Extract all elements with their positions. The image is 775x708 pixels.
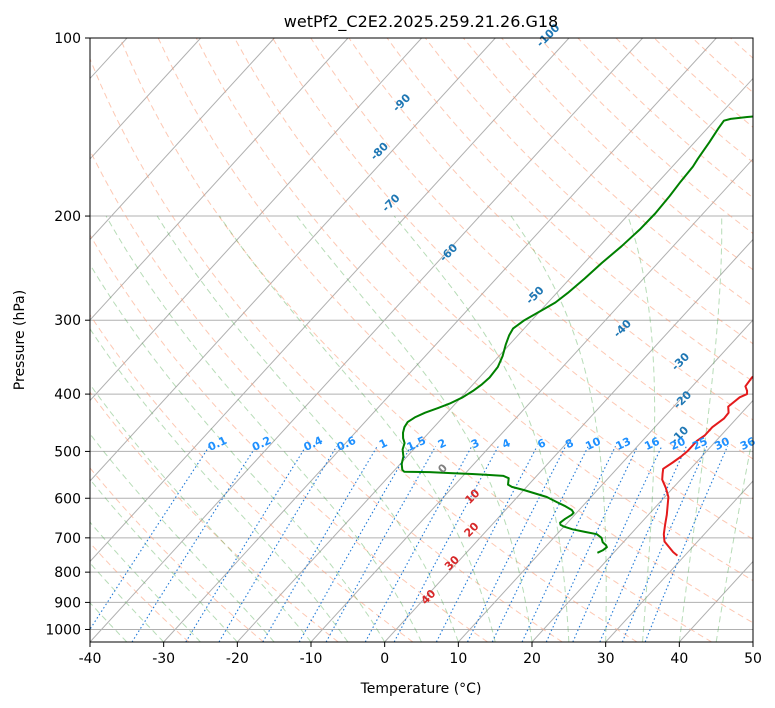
isotherm-line: [90, 38, 349, 321]
moist-adiabat: [90, 433, 275, 642]
isotherm-line: [90, 38, 275, 241]
moist-adiabat: [393, 215, 570, 642]
dry-adiabat: [119, 38, 712, 642]
y-tick-label: 100: [54, 31, 81, 47]
x-axis-label: Temperature (°C): [360, 681, 482, 697]
y-tick-label: 1000: [45, 622, 81, 638]
dry-adiabat: [90, 234, 488, 642]
plot-frame: [89, 37, 754, 643]
y-tick-label: 500: [54, 444, 81, 460]
moist-adiabat: [678, 216, 723, 642]
dry-adiabat: [90, 542, 190, 642]
dry-adiabat: [90, 57, 638, 642]
y-tick-label: 700: [54, 531, 81, 547]
moist-adiabat: [105, 215, 422, 642]
isotherm-line: [384, 238, 753, 642]
x-tick-label: 20: [523, 651, 541, 667]
mixing-ratio-label: 10: [583, 435, 603, 453]
moist-adiabat: [627, 215, 656, 642]
isotherm-line: [90, 38, 496, 482]
moist-adiabat: [219, 215, 496, 642]
isotherm-line: [605, 480, 753, 642]
isotherm-line: [90, 38, 423, 402]
x-tick-label: -30: [152, 651, 175, 667]
dry-adiabat: [90, 149, 563, 642]
dry-adiabat: [157, 38, 753, 624]
mixing-ratio-line: [467, 445, 567, 642]
mixing-ratio-line: [491, 445, 589, 642]
y-axis-ticks: 100 200 300 400 500 600 700 800 900 1000: [45, 31, 90, 638]
isotherm-line: [90, 38, 570, 563]
isotherm-line: [457, 319, 753, 642]
dry-adiabat: [386, 38, 753, 383]
moist-adiabat: [90, 562, 165, 642]
isotherm-line: [236, 77, 753, 642]
y-tick-label: 400: [54, 387, 81, 403]
dry-adiabat: [272, 38, 753, 500]
dry-adiabats: [90, 38, 753, 642]
moist-adiabat: [90, 263, 386, 642]
x-tick-label: 10: [449, 651, 467, 667]
isotherm-line: [531, 399, 753, 642]
dry-adiabat: [90, 467, 264, 642]
sounding-profiles: [400, 115, 753, 557]
isotherm-line: [163, 38, 717, 642]
moist-adiabat: [510, 215, 607, 642]
y-axis-label: Pressure (hPa): [12, 290, 28, 390]
y-tick-label: 900: [54, 595, 81, 611]
y-tick-label: 600: [54, 491, 81, 507]
dry-adiabat: [195, 38, 753, 582]
mixing-ratio-line: [262, 445, 378, 642]
x-tick-label: -40: [79, 651, 102, 667]
x-tick-label: 0: [380, 651, 389, 667]
y-tick-label: 200: [54, 209, 81, 225]
mixing-ratio-label: 20: [668, 435, 688, 453]
chart-title: wetPf2_C2E2.2025.259.21.26.G18: [284, 12, 558, 32]
mixing-ratio-line: [218, 445, 338, 642]
moist-adiabats: [90, 215, 753, 642]
mixing-ratio-line: [131, 445, 257, 642]
mixing-ratio-label: 13: [614, 435, 633, 453]
mixing-ratio-line: [90, 445, 210, 631]
x-axis-ticks: -40 -30 -20 -10 0 10 20 30 40 50: [79, 642, 762, 667]
dry-adiabat: [348, 38, 753, 421]
mixing-ratio-line: [621, 445, 708, 642]
moist-adiabat: [90, 327, 349, 642]
isotherm-line: [90, 38, 202, 160]
y-tick-label: 800: [54, 565, 81, 581]
mixing-ratio-label: 16: [642, 435, 662, 453]
dry-adiabat: [310, 38, 753, 460]
x-tick-label: 40: [670, 651, 688, 667]
moist-adiabat: [90, 521, 201, 642]
x-tick-label: 50: [744, 651, 762, 667]
dry-adiabat: [234, 38, 753, 540]
isotherm-line: [90, 38, 644, 642]
mixing-ratio-label: 25: [690, 435, 709, 453]
x-tick-label: -20: [226, 651, 249, 667]
dewpoint-profile: [400, 115, 753, 554]
mixing-ratio-line: [325, 445, 437, 642]
mixing-ratio-line: [185, 445, 307, 642]
x-tick-label: 30: [597, 651, 615, 667]
moist-adiabat: [90, 478, 238, 642]
x-tick-label: -10: [300, 651, 323, 667]
moist-adiabat: [90, 602, 128, 642]
moist-adiabat: [156, 215, 459, 642]
moist-adiabat: [715, 432, 753, 642]
temperature-profile: [661, 375, 753, 557]
mixing-ratio-label: 30: [712, 435, 732, 453]
y-tick-label: 300: [54, 313, 81, 329]
mixing-ratio-line: [435, 445, 538, 642]
grid-lines: [90, 38, 753, 642]
